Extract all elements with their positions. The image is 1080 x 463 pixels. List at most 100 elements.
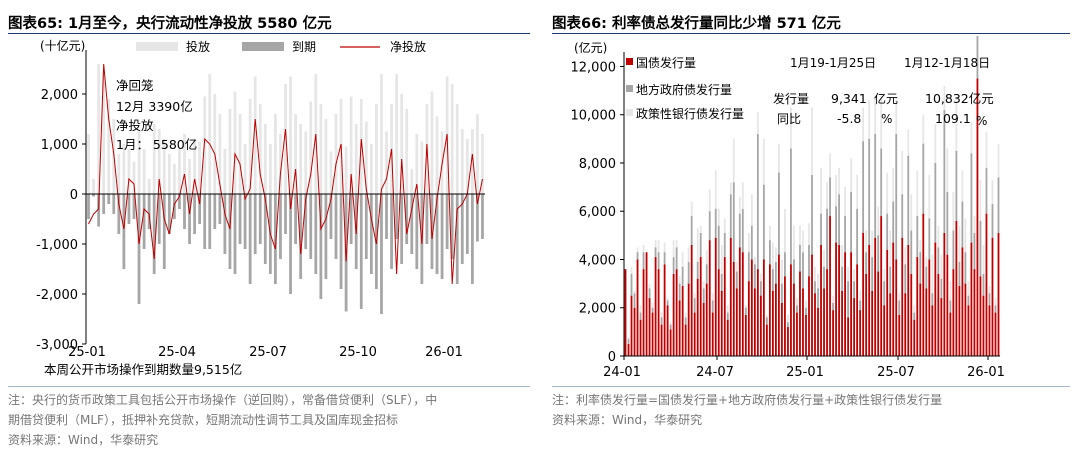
treasury-bar (738, 247, 741, 356)
local-gov-bar (934, 162, 937, 243)
local-gov-bar (874, 134, 877, 238)
local-gov-bar (732, 182, 735, 262)
policy-bank-bar (844, 187, 846, 217)
mature-bar (445, 194, 449, 249)
treasury-bar (814, 293, 816, 356)
treasury-bar (723, 257, 726, 356)
treasury-bar (883, 305, 886, 356)
policy-bank-bar (654, 240, 657, 248)
policy-bank-bar (747, 232, 750, 253)
mature-bar (274, 194, 277, 284)
local-gov-bar (886, 213, 889, 250)
treasury-bar (988, 305, 991, 356)
treasury-bar (979, 276, 982, 356)
local-gov-bar (952, 230, 955, 270)
policy-bank-bar (666, 298, 669, 301)
treasury-bar (781, 302, 783, 356)
local-gov-bar (994, 305, 997, 313)
treasury-bar (940, 298, 943, 356)
local-gov-bar (940, 278, 943, 299)
treasury-bar (726, 319, 729, 356)
mature-bar (253, 194, 257, 254)
right-panel: 图表66: 利率债总发行量同比少增 571 亿元 (亿元) 12,000 10,00… (540, 0, 1080, 463)
table-value: 109.1 (935, 111, 971, 126)
local-gov-bar (988, 293, 991, 306)
local-gov-bar (663, 252, 666, 265)
title-rule (552, 33, 1070, 34)
inject-bar (450, 84, 454, 194)
inject-bar (380, 74, 383, 194)
inject-bar (294, 114, 297, 194)
legend-label: 政策性银行债发行量 (636, 106, 744, 121)
inject-bar (208, 74, 212, 194)
local-gov-bar (829, 177, 831, 217)
treasury-bar (967, 305, 970, 356)
policy-bank-bar (871, 230, 874, 258)
local-gov-bar (913, 312, 916, 320)
treasury-bar (931, 305, 934, 356)
policy-bank-bar (973, 216, 976, 233)
table-unit: % (881, 112, 892, 126)
policy-bank-bar (964, 218, 967, 253)
policy-bank-bar (784, 208, 786, 253)
treasury-bar (868, 245, 871, 356)
treasury-bar (672, 273, 675, 356)
treasury-bar (937, 273, 940, 356)
inject-bar (218, 114, 222, 194)
policy-bank-bar (928, 175, 931, 219)
policy-bank-bar (982, 245, 985, 274)
x-tick-label: 25-01 (68, 345, 106, 360)
table-unit: % (976, 114, 987, 128)
legend-swatch (626, 109, 633, 116)
local-gov-bar (862, 141, 865, 233)
local-gov-bar (796, 305, 798, 313)
policy-bank-bar (759, 273, 762, 282)
treasury-bar (826, 269, 828, 356)
policy-bank-bar (738, 196, 741, 214)
local-gov-bar (997, 177, 1000, 233)
treasury-bar (913, 319, 916, 356)
policy-bank-bar (732, 138, 735, 183)
bond-issuance-chart: (亿元)12,00010,0008,0006,0004,0002,000024-… (571, 36, 1005, 380)
local-gov-bar (991, 204, 994, 238)
policy-bank-bar (826, 182, 828, 209)
inject-bar (258, 104, 262, 194)
policy-bank-bar (811, 107, 813, 176)
policy-bank-bar (651, 302, 654, 308)
inject-bar (369, 144, 373, 194)
policy-bank-bar (919, 240, 922, 253)
policy-bank-bar (762, 138, 765, 185)
inject-bar (107, 99, 111, 194)
local-gov-bar (681, 266, 684, 287)
treasury-bar (699, 257, 702, 356)
treasury-bar (886, 249, 889, 356)
policy-bank-bar (771, 242, 774, 270)
treasury-bar (997, 232, 1000, 356)
inject-bar (304, 131, 308, 194)
local-gov-bar (793, 259, 795, 284)
policy-bank-bar (657, 240, 660, 253)
inject-bar (364, 121, 368, 194)
inject-bar (253, 76, 257, 194)
inject-bar (188, 159, 191, 194)
policy-bank-bar (883, 269, 886, 282)
legend-swatch (242, 42, 284, 51)
policy-bank-bar (693, 293, 696, 299)
policy-bank-bar (699, 225, 702, 233)
policy-bank-bar (799, 225, 801, 246)
treasury-bar (928, 259, 931, 356)
treasury-bar (805, 314, 807, 356)
legend-label: 净投放 (390, 39, 426, 54)
policy-bank-bar (729, 182, 732, 195)
local-gov-bar (877, 235, 880, 272)
local-gov-bar (982, 273, 985, 296)
mature-bar (284, 194, 287, 234)
treasury-bar (835, 242, 837, 356)
local-gov-bar (708, 211, 711, 241)
policy-bank-bar (931, 254, 934, 294)
local-gov-bar (931, 293, 934, 306)
local-gov-bar (883, 281, 886, 306)
policy-bank-bar (952, 191, 955, 231)
treasury-bar (627, 343, 630, 356)
policy-bank-bar (796, 298, 798, 306)
